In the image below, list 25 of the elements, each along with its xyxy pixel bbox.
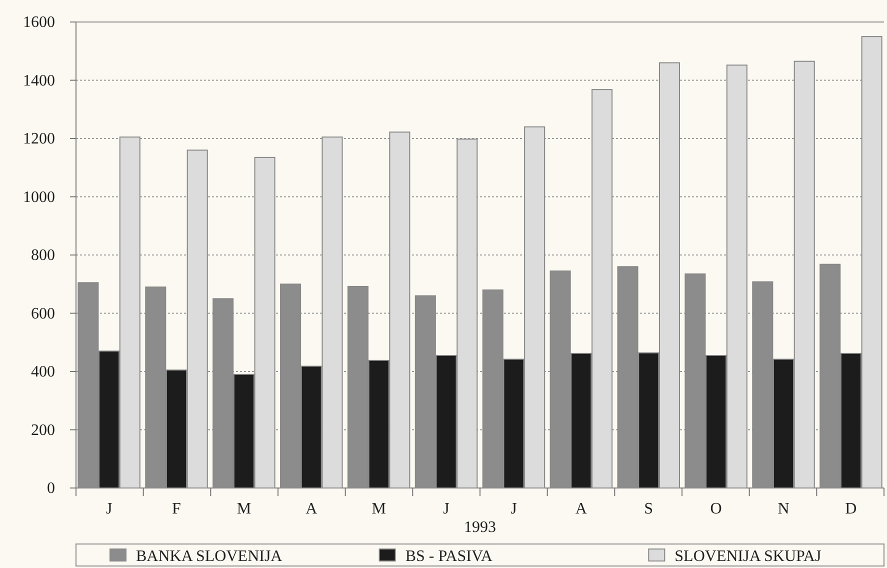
y-tick-label: 200 bbox=[31, 422, 55, 439]
x-tick-label: O bbox=[710, 500, 722, 518]
y-tick-label: 0 bbox=[47, 480, 55, 498]
y-tick-label: 600 bbox=[31, 305, 55, 322]
x-tick-label: J bbox=[443, 500, 450, 518]
x-tick-label: A bbox=[575, 500, 588, 518]
y-tick-label: 1200 bbox=[23, 130, 55, 148]
y-tick-label: 800 bbox=[31, 247, 55, 264]
x-tick-label: A bbox=[306, 500, 318, 518]
x-tick-label: J bbox=[106, 500, 112, 518]
y-tick-label: 1400 bbox=[23, 72, 55, 90]
y-tick-label: 1600 bbox=[23, 14, 55, 32]
x-tick-label: N bbox=[778, 500, 790, 518]
x-axis-title: 1993 bbox=[464, 519, 496, 536]
legend-label: BANKA SLOVENIJA bbox=[136, 548, 283, 565]
x-tick-label: D bbox=[845, 500, 857, 518]
legend-label: BS - PASIVA bbox=[405, 548, 493, 565]
legend-label: SLOVENIJA SKUPAJ bbox=[674, 548, 822, 565]
y-tick-label: 400 bbox=[31, 364, 55, 381]
x-tick-label: S bbox=[644, 500, 654, 518]
x-tick-label: J bbox=[510, 500, 517, 518]
x-tick-label: F bbox=[172, 500, 182, 518]
x-tick-label: M bbox=[372, 500, 386, 518]
y-tick-label: 1000 bbox=[23, 188, 55, 206]
x-tick-label: M bbox=[236, 500, 252, 518]
